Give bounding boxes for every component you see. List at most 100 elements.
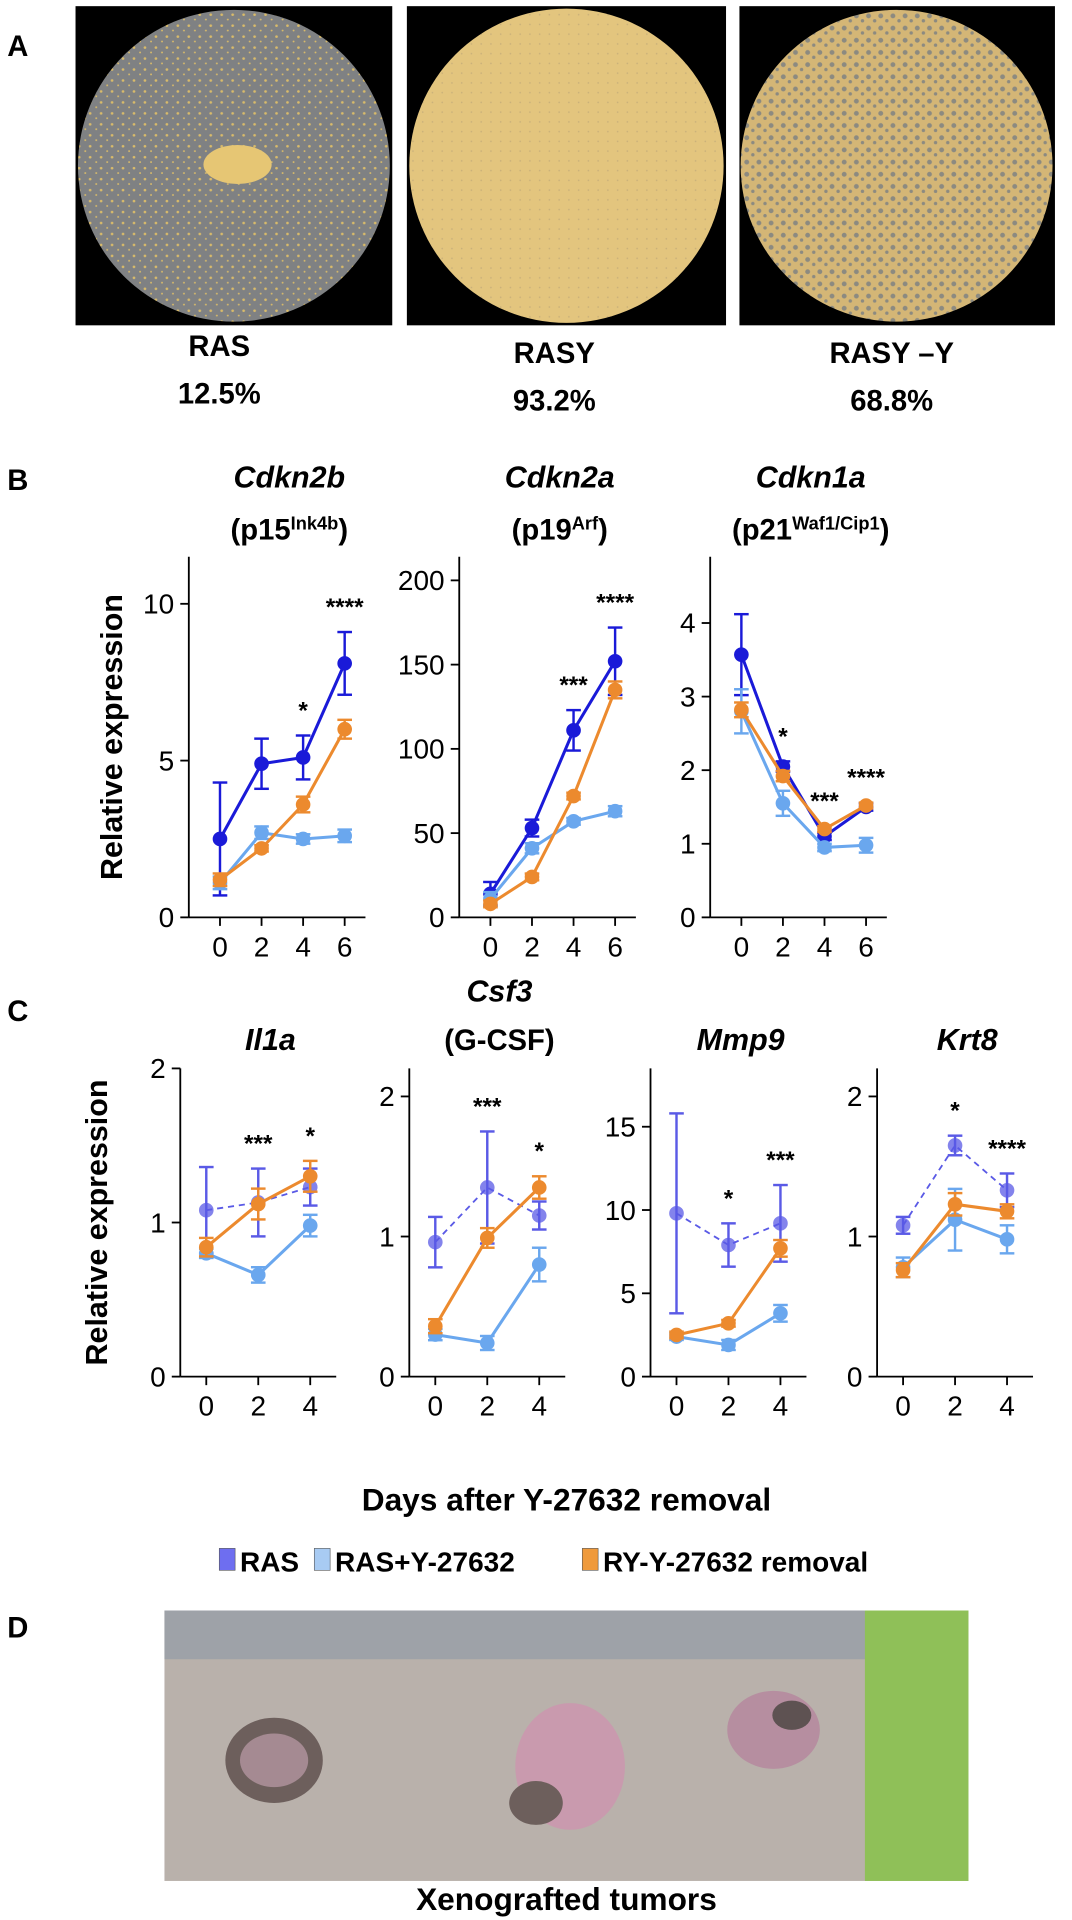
y-tick-label: 4 bbox=[680, 608, 696, 639]
data-point bbox=[669, 1206, 684, 1221]
significance: **** bbox=[596, 589, 634, 616]
data-point bbox=[250, 1196, 266, 1212]
x-tick-label: 2 bbox=[524, 931, 540, 962]
series-line bbox=[739, 654, 867, 839]
y-tick-label: 2 bbox=[680, 755, 696, 786]
significance: * bbox=[778, 723, 788, 750]
y-tick-label: 2 bbox=[379, 1081, 395, 1112]
y-tick-label: 2 bbox=[847, 1081, 863, 1112]
data-point bbox=[566, 788, 581, 804]
data-point bbox=[817, 840, 832, 855]
data-point bbox=[773, 1216, 788, 1231]
x-axis-label: Days after Y-27632 removal bbox=[362, 1482, 771, 1518]
data-point bbox=[302, 1168, 318, 1184]
plate-name: RAS bbox=[188, 331, 250, 363]
significance: * bbox=[950, 1098, 960, 1125]
significance: * bbox=[298, 697, 308, 724]
y-tick-label: 150 bbox=[398, 649, 445, 680]
significance: *** bbox=[244, 1131, 273, 1158]
x-tick-label: 0 bbox=[212, 931, 228, 962]
data-point bbox=[337, 721, 352, 737]
data-point bbox=[295, 797, 311, 812]
subtitle-part: (p21 bbox=[732, 515, 792, 547]
x-tick-label: 0 bbox=[198, 1391, 214, 1422]
chart-title: Cdkn1a bbox=[756, 460, 866, 494]
y-tick-label: 0 bbox=[159, 902, 175, 933]
data-point bbox=[295, 831, 311, 847]
y-tick-label: 1 bbox=[847, 1221, 863, 1252]
data-point bbox=[721, 1315, 736, 1331]
chart-title: Csf3 bbox=[466, 974, 532, 1008]
significance: **** bbox=[988, 1135, 1026, 1162]
y-tick-label: 2 bbox=[150, 1053, 166, 1084]
plate-name: RASY bbox=[514, 338, 596, 370]
significance: * bbox=[305, 1123, 315, 1150]
data-point bbox=[858, 798, 874, 813]
data-point bbox=[250, 1267, 266, 1283]
y-tick-label: 0 bbox=[680, 902, 696, 933]
y-tick-label: 1 bbox=[150, 1207, 166, 1238]
y-tick-label: 5 bbox=[620, 1278, 636, 1309]
legend-swatch bbox=[218, 1548, 236, 1571]
data-point bbox=[947, 1196, 963, 1212]
y-tick-label: 3 bbox=[680, 681, 696, 712]
subtitle-part: (G-CSF) bbox=[444, 1025, 554, 1057]
plate bbox=[409, 8, 724, 323]
data-point bbox=[775, 768, 791, 784]
significance: *** bbox=[766, 1147, 795, 1174]
significance: *** bbox=[559, 672, 588, 699]
data-point bbox=[337, 656, 352, 671]
legend-swatch bbox=[581, 1548, 599, 1571]
data-point bbox=[337, 828, 352, 844]
chart-subtitle: (p21Waf1/Cip1) bbox=[732, 512, 889, 547]
data-point bbox=[295, 750, 311, 765]
x-tick-label: 4 bbox=[566, 931, 582, 962]
data-point bbox=[198, 1239, 214, 1255]
data-point bbox=[198, 1202, 214, 1218]
x-tick-label: 6 bbox=[858, 931, 874, 962]
data-point bbox=[254, 756, 269, 772]
x-tick-label: 4 bbox=[295, 931, 311, 962]
y-tick-label: 10 bbox=[605, 1195, 636, 1226]
x-tick-label: 0 bbox=[895, 1391, 911, 1422]
series-line bbox=[489, 689, 617, 906]
x-tick-label: 2 bbox=[479, 1391, 495, 1422]
data-point bbox=[524, 820, 540, 836]
data-point bbox=[607, 803, 623, 819]
data-point bbox=[254, 841, 269, 856]
series-line bbox=[219, 728, 347, 881]
data-point bbox=[566, 723, 581, 738]
series-line bbox=[489, 809, 616, 900]
significance: *** bbox=[810, 788, 839, 815]
x-tick-label: 4 bbox=[302, 1391, 318, 1422]
data-point bbox=[254, 825, 269, 841]
x-tick-label: 6 bbox=[607, 931, 623, 962]
data-point bbox=[607, 682, 623, 698]
panel-label: D bbox=[7, 1612, 28, 1644]
data-point bbox=[947, 1138, 963, 1153]
chart-title: Mmp9 bbox=[697, 1023, 785, 1057]
ruler bbox=[864, 1610, 969, 1881]
y-tick-label: 1 bbox=[379, 1221, 395, 1252]
plate-percent: 93.2% bbox=[513, 386, 596, 418]
y-tick-label: 0 bbox=[429, 902, 445, 933]
data-point bbox=[669, 1327, 684, 1343]
data-point bbox=[212, 872, 228, 888]
subtitle-part: Arf bbox=[572, 512, 599, 533]
y-tick-label: 15 bbox=[605, 1111, 636, 1142]
y-axis-label: Relative expression bbox=[80, 1080, 114, 1366]
data-point bbox=[427, 1234, 443, 1250]
tumor bbox=[509, 1781, 563, 1825]
x-tick-label: 2 bbox=[947, 1391, 963, 1422]
subtitle-part: (p15 bbox=[231, 515, 291, 547]
plate-name: RASY –Y bbox=[829, 338, 954, 370]
subtitle-part: (p19 bbox=[512, 515, 572, 547]
x-tick-label: 2 bbox=[775, 931, 791, 962]
subtitle-part: Waf1/Cip1 bbox=[792, 512, 880, 533]
subtitle-part: ) bbox=[880, 515, 890, 547]
data-point bbox=[427, 1318, 443, 1334]
significance: **** bbox=[326, 594, 364, 621]
x-tick-label: 2 bbox=[250, 1391, 266, 1422]
series-line bbox=[740, 709, 867, 832]
